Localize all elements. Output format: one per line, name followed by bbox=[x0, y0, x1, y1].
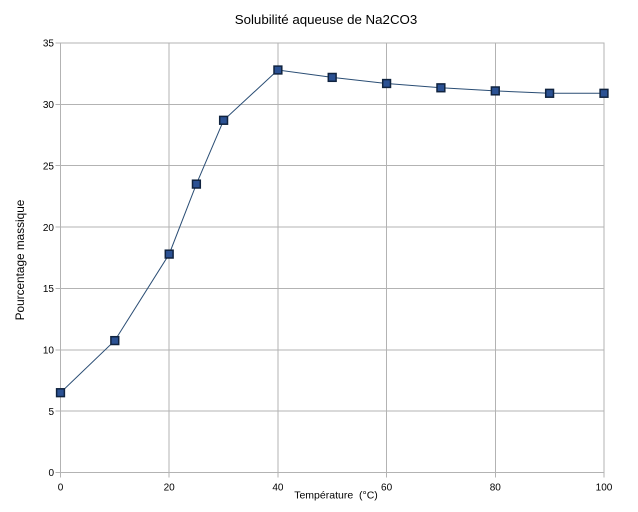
svg-text:Solubilité aqueuse de Na2CO3: Solubilité aqueuse de Na2CO3 bbox=[235, 12, 418, 27]
svg-text:15: 15 bbox=[43, 284, 55, 295]
svg-text:0: 0 bbox=[58, 483, 64, 494]
svg-text:80: 80 bbox=[490, 483, 502, 494]
svg-text:5: 5 bbox=[48, 407, 54, 418]
svg-text:25: 25 bbox=[43, 161, 55, 172]
svg-text:10: 10 bbox=[43, 346, 55, 357]
svg-text:20: 20 bbox=[43, 223, 55, 234]
svg-text:Température (°C): Température (°C) bbox=[294, 490, 378, 502]
svg-text:35: 35 bbox=[43, 39, 55, 50]
svg-text:40: 40 bbox=[272, 483, 284, 494]
svg-text:Pourcentage massique: Pourcentage massique bbox=[13, 199, 27, 320]
svg-text:20: 20 bbox=[164, 483, 176, 494]
svg-text:0: 0 bbox=[48, 468, 54, 479]
svg-text:100: 100 bbox=[596, 483, 613, 494]
svg-text:60: 60 bbox=[381, 483, 393, 494]
svg-text:30: 30 bbox=[43, 100, 55, 111]
